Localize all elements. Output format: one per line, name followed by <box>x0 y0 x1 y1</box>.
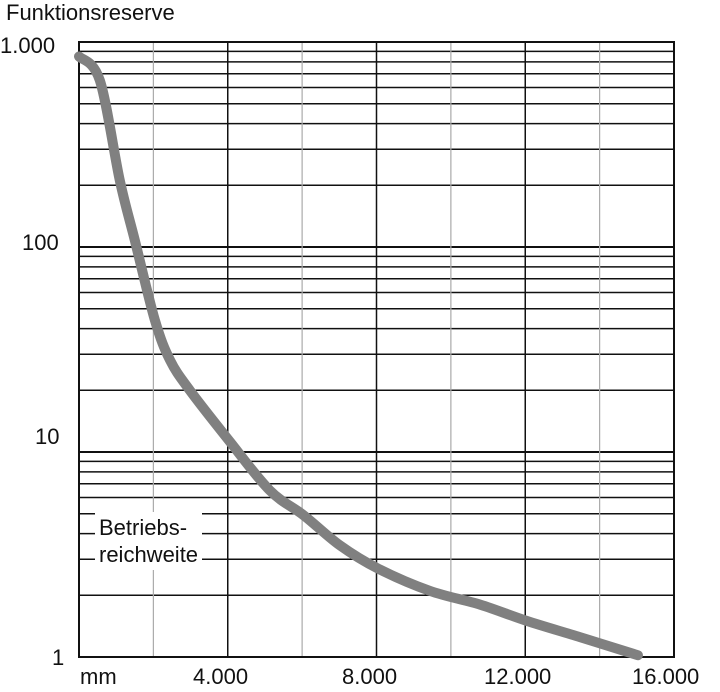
y-tick-100: 100 <box>22 230 59 255</box>
y-axis-label: Funktionsreserve <box>6 0 175 25</box>
x-axis-unit: mm <box>80 664 117 689</box>
x-tick-12000: 12.000 <box>484 664 552 689</box>
series-line-funktionsreserve <box>74 51 643 661</box>
plot-border <box>78 41 675 658</box>
x-tick-8000: 8.000 <box>342 664 398 689</box>
annotation-line-1: Betriebs- <box>99 515 188 540</box>
annotation-line-2: reichweite <box>99 542 199 567</box>
x-tick-4000: 4.000 <box>193 664 249 689</box>
y-tick-10: 10 <box>35 424 60 449</box>
x-tick-16000: 16.000 <box>632 664 700 689</box>
y-tick-1000: 1.000 <box>0 33 56 58</box>
y-tick-1: 1 <box>52 645 65 670</box>
annotation-box: Betriebs- reichweite <box>95 512 203 570</box>
